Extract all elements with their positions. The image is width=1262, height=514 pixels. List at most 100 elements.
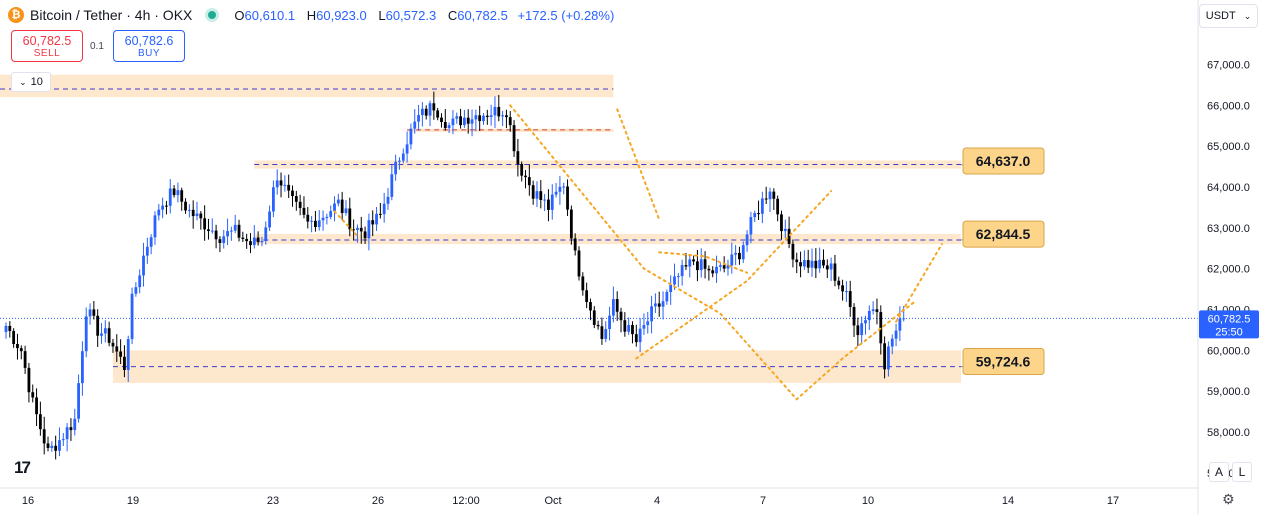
candle [772,188,776,211]
indicators-toggle[interactable]: ⌄ 10 [11,72,51,92]
candle [646,311,650,334]
candle-body [768,191,772,200]
candle-body [398,160,401,162]
candle [619,307,623,333]
candle-body [730,254,734,266]
currency-select[interactable]: USDT ⌄ [1199,4,1258,28]
candle [428,100,432,127]
candle [768,187,772,213]
candle [31,384,35,403]
candle [631,321,634,344]
candle-body [298,201,302,208]
tradingview-logo-icon[interactable]: 17 [14,458,31,477]
log-scale-button[interactable]: L [1232,462,1252,482]
candle [371,210,375,237]
candle-body [103,328,107,334]
y-tick-label: 62,000.0 [1207,264,1250,276]
candle [252,225,256,249]
candle [566,179,569,217]
candle-body [611,299,615,316]
candle-body [860,323,864,336]
candle-body [153,215,157,238]
buy-button[interactable]: 60,782.6 BUY [113,30,185,62]
candle [676,273,680,288]
candle [604,321,608,343]
candle-body [707,268,711,271]
candle [195,201,199,221]
candle-body [73,418,77,431]
candle [16,333,19,360]
candle-body [314,220,317,228]
candle-body [134,287,138,294]
candle [806,249,810,274]
chart-legend: ₿ Bitcoin / Tether · 4h · OKX O60,610.1 … [8,5,614,25]
candle [894,323,898,347]
candle [203,205,207,241]
candle [703,251,707,279]
candle [692,255,695,266]
candle-body [791,243,795,260]
candle-body [35,397,38,415]
candle-body [818,259,822,269]
candle-body [294,196,298,202]
candle [661,291,665,320]
candle [187,204,191,218]
candle [596,320,600,330]
gear-icon[interactable]: ⚙ [1222,491,1235,507]
candle [547,189,550,222]
sell-button[interactable]: 60,782.5 SELL [11,30,83,62]
candle-body [577,250,581,277]
candle-body [573,238,577,251]
candle [226,218,229,246]
candle-body [432,103,436,111]
candle [291,185,294,207]
candle [107,321,111,347]
candle [753,210,757,222]
x-tick-label: 10 [862,495,874,507]
candle-body [443,122,447,129]
candle [627,317,631,335]
candle [241,231,245,243]
candle [818,247,822,273]
candle [657,291,661,317]
callout-label: 64,637.0 [976,153,1031,169]
candle [180,187,184,211]
candle-body [157,209,161,216]
auto-scale-button[interactable]: A [1209,462,1229,482]
candle [210,218,214,234]
candle [81,341,84,396]
candle [734,245,738,266]
candle [791,239,795,268]
indicators-count: 10 [30,76,43,88]
candle-body [222,236,226,243]
candle [417,104,420,131]
candle-body [592,310,596,325]
candle [715,255,718,283]
x-tick-label: 23 [267,495,279,507]
bitcoin-icon: ₿ [8,7,24,23]
candle-body [669,284,673,293]
candle [883,336,886,379]
candle [887,341,890,377]
candle-body [46,443,50,448]
candle [168,179,172,214]
candle [623,312,627,337]
candle-body [325,216,329,218]
currency-label: USDT [1205,10,1236,22]
candle-body [535,191,539,199]
candle-body [413,121,417,129]
candle [718,262,722,272]
candle-body [61,439,65,441]
candle [531,180,535,205]
symbol-title[interactable]: Bitcoin / Tether · 4h · OKX [30,7,193,23]
zone-band [254,233,962,245]
candle [554,183,558,198]
candle-body [218,239,222,243]
candle [482,113,485,125]
candle [340,191,344,221]
candle [852,303,856,337]
candle [344,200,348,216]
candle [573,233,577,256]
